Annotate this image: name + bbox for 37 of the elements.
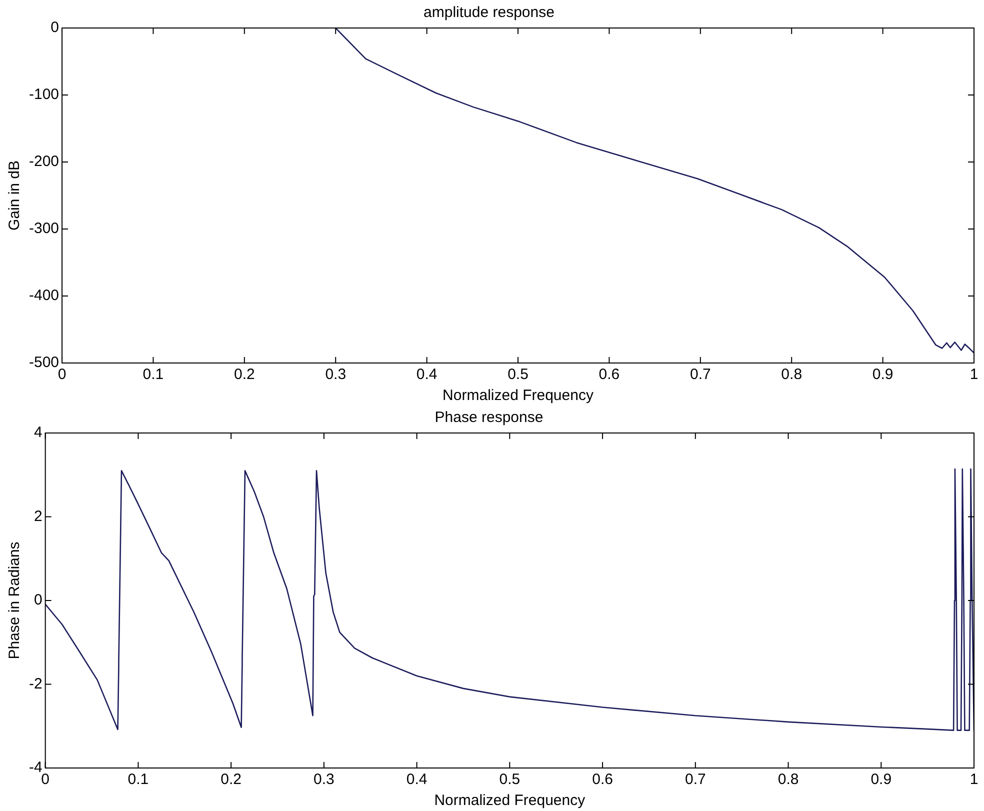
x-tick-label: 0.6 xyxy=(592,771,613,788)
y-tick-label: -4 xyxy=(28,759,42,776)
y-tick-label: -300 xyxy=(28,220,60,238)
y-tick-label: 0 xyxy=(34,592,42,609)
y-tick-label: -500 xyxy=(28,354,60,372)
x-axis-title: Normalized Frequency xyxy=(434,792,586,810)
x-tick-label: 0.5 xyxy=(499,771,520,788)
y-tick-label: 0 xyxy=(50,19,60,36)
x-tick-label: 0.8 xyxy=(781,366,802,384)
y-tick-label: -100 xyxy=(28,86,60,104)
y-tick-label: -200 xyxy=(28,153,60,170)
y-tick-label: -2 xyxy=(28,675,42,692)
x-tick-label: 0.1 xyxy=(128,771,149,788)
chart-title: Phase response xyxy=(434,409,544,426)
x-tick-label: 0.9 xyxy=(872,366,894,384)
x-tick-label: 0.7 xyxy=(684,771,706,788)
chart-title: amplitude response xyxy=(424,4,554,22)
x-tick-label: 0.1 xyxy=(142,366,164,384)
y-tick-label: 4 xyxy=(34,424,42,442)
y-axis-title: Gain in dB xyxy=(6,160,24,231)
x-tick-label: 0.7 xyxy=(690,366,711,384)
y-tick-label: 2 xyxy=(34,508,42,525)
y-axis-title: Phase in Radians xyxy=(6,542,24,660)
x-tick-label: 0.8 xyxy=(778,771,799,788)
x-tick-label: 1 xyxy=(970,366,978,384)
x-tick-label: 0.2 xyxy=(234,366,255,384)
x-tick-label: 0.4 xyxy=(416,366,438,384)
x-tick-label: 0.4 xyxy=(406,771,428,788)
x-axis-title: Normalized Frequency xyxy=(442,387,594,404)
x-tick-label: 0.3 xyxy=(325,366,346,384)
x-tick-label: 1 xyxy=(970,771,978,788)
x-tick-label: 0.9 xyxy=(870,771,892,788)
y-tick-label: -400 xyxy=(28,287,60,304)
x-tick-label: 0.6 xyxy=(598,366,620,384)
x-tick-label: 0.5 xyxy=(508,366,528,384)
x-tick-label: 0.3 xyxy=(314,771,334,788)
x-tick-label: 0.2 xyxy=(220,771,242,788)
